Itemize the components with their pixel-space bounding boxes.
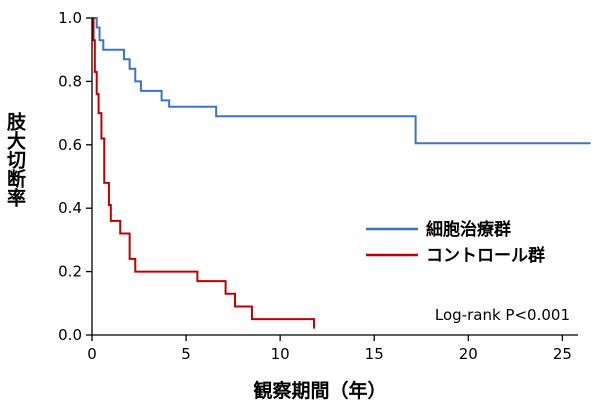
y-tick-label: 0.0 [58, 326, 82, 344]
x-axis-label: 観察期間（年） [253, 380, 387, 402]
x-tick-label: 5 [181, 345, 191, 363]
legend-label-control: コントロール群 [426, 245, 545, 266]
y-tick-label: 1.0 [58, 9, 82, 27]
y-axis-label: 肢大切断率 [4, 112, 26, 207]
x-tick-label: 20 [459, 345, 478, 363]
x-axis-ticks: 0 5 10 15 20 25 [87, 335, 572, 363]
series-line-control [92, 17, 316, 329]
y-tick-label: 0.6 [58, 136, 82, 154]
y-tick-label: 0.4 [58, 199, 82, 217]
y-tick-label: 0.8 [58, 72, 82, 90]
y-tick-label: 0.2 [58, 263, 82, 281]
x-tick-label: 25 [553, 345, 572, 363]
x-tick-label: 0 [87, 345, 97, 363]
x-tick-label: 15 [365, 345, 384, 363]
plot-lines [92, 17, 591, 329]
annotation-log-rank: Log-rank P<0.001 [435, 306, 570, 324]
x-tick-label: 10 [271, 345, 290, 363]
y-axis-ticks: 0.0 0.2 0.4 0.6 0.8 1.0 [58, 9, 92, 344]
legend-label-cell-therapy: 細胞治療群 [426, 219, 511, 240]
legend: 細胞治療群 コントロール群 [366, 219, 545, 266]
series-line-cell-therapy [92, 17, 591, 145]
plot-frame [91, 18, 578, 336]
